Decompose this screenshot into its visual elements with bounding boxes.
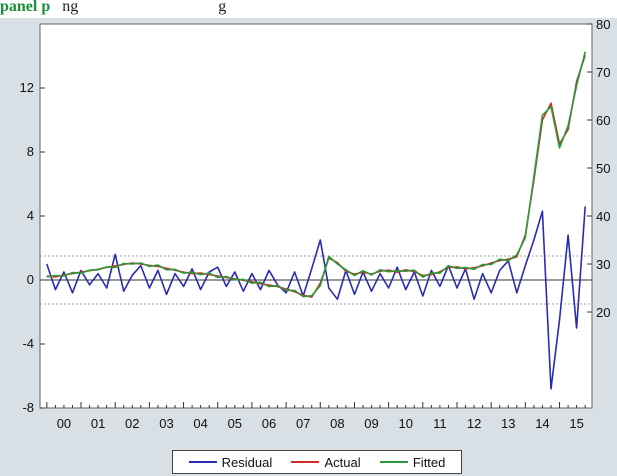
caption-strip: panel p ng g [0,0,617,20]
x-axis-tick-label: 14 [535,416,549,431]
left-axis-tick-label: -4 [22,336,34,351]
left-axis-tick-label: 4 [27,208,34,223]
x-axis-tick-label: 05 [228,416,242,431]
legend-swatch-actual [291,461,320,463]
legend-entry-residual: Residual [188,454,273,470]
x-axis-tick-label: 12 [467,416,481,431]
right-axis-tick-label: 40 [596,209,610,224]
right-axis-tick-label: 60 [596,113,610,128]
x-axis-tick-label: 04 [193,416,207,431]
right-axis-tick-label: 30 [596,257,610,272]
left-axis-tick-label: 8 [27,144,34,159]
x-axis-tick-label: 00 [57,416,71,431]
legend-swatch-fitted [379,461,408,463]
left-axis-tick-label: 0 [27,272,34,287]
x-axis-tick-label: 07 [296,416,310,431]
series-line-residual [46,206,586,390]
caption-lead: panel p [0,0,51,15]
legend-label-actual: Actual [324,454,361,470]
legend-label-fitted: Fitted [412,454,446,470]
legend-label-residual: Residual [221,454,273,470]
x-axis-tick-label: 03 [159,416,173,431]
right-axis-tick-label: 20 [596,305,610,320]
caption-text: ng g [50,0,227,15]
plot-area [39,23,593,409]
series-lines [46,51,586,390]
legend: Residual Actual Fitted [172,450,462,474]
right-axis-tick-label: 50 [596,161,610,176]
left-axis-tick-label: 12 [20,80,34,95]
right-axis-tick-label: 80 [596,18,610,32]
series-line-fitted [46,51,586,298]
x-axis-tick-label: 15 [569,416,583,431]
axis-ticks [40,23,592,409]
x-axis-tick-label: 02 [125,416,139,431]
legend-entry-fitted: Fitted [379,454,446,470]
x-axis-tick-label: 11 [433,416,447,431]
x-axis-tick-label: 13 [501,416,515,431]
legend-entry-actual: Actual [291,454,361,470]
right-axis-tick-label: 70 [596,65,610,80]
left-axis-tick-label: -8 [22,400,34,415]
x-axis-tick-label: 08 [330,416,344,431]
x-axis-tick-label: 01 [91,416,105,431]
chart-figure: -8 -4 0 4 8 12 20 30 40 50 60 70 80 00 01 02 03 04 05 06 07 0… [0,18,617,476]
x-axis-tick-label: 10 [398,416,412,431]
legend-swatch-residual [188,461,217,463]
x-axis-tick-label: 06 [262,416,276,431]
x-axis-tick-label: 09 [364,416,378,431]
